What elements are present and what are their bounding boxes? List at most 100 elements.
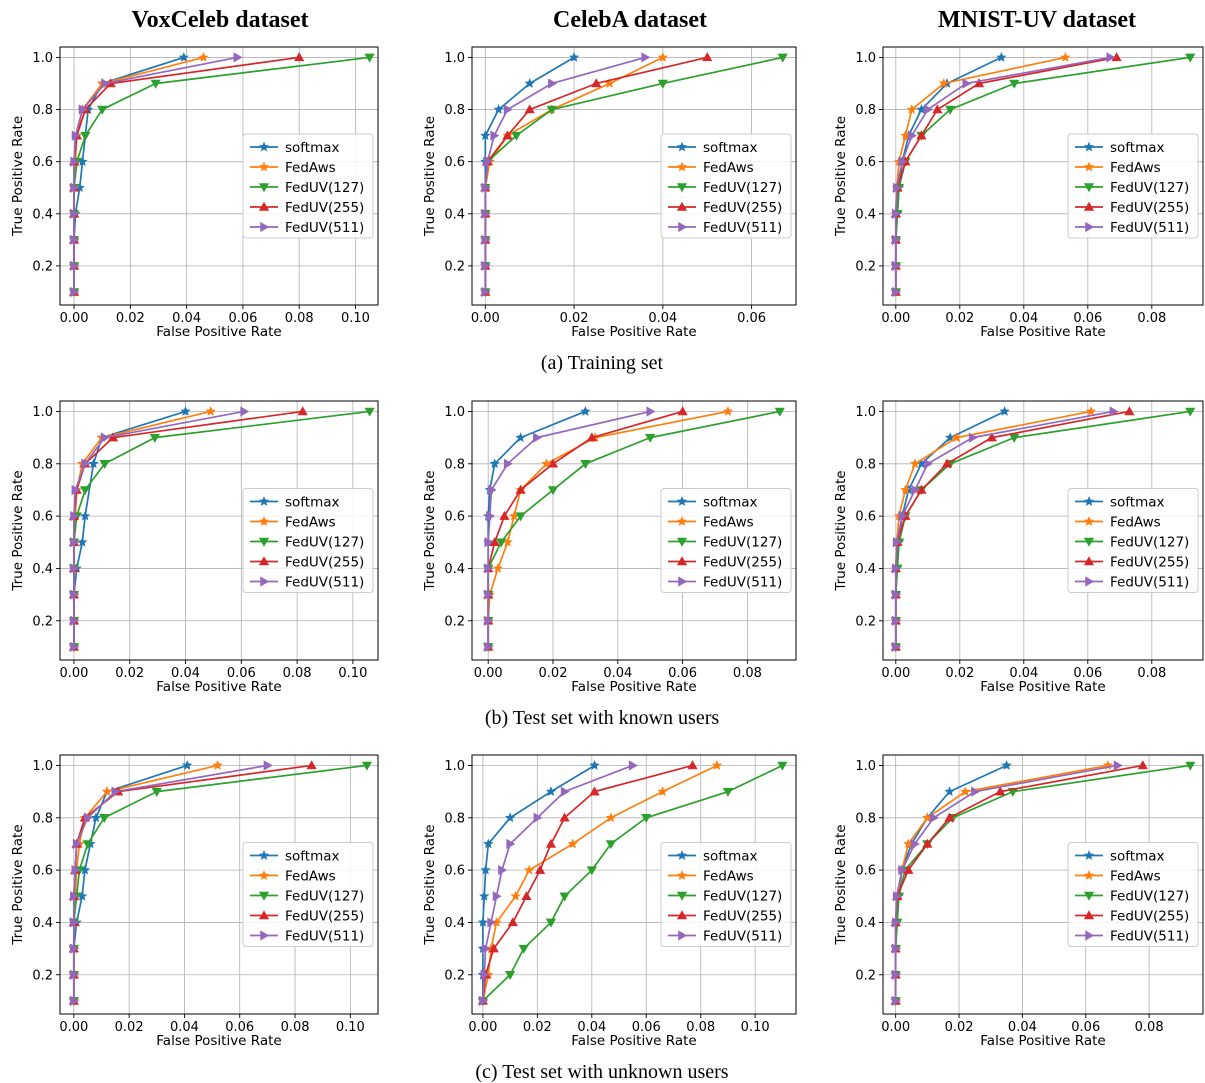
data-point-feduv511 [70, 208, 80, 219]
data-point-feduv127 [547, 486, 559, 496]
legend-label-fedaws: FedAws [285, 869, 336, 885]
data-point-feduv255 [995, 786, 1006, 796]
data-point-feduv511 [646, 406, 656, 417]
data-point-softmax [996, 52, 1007, 62]
x-tick-label: 0.02 [115, 666, 144, 681]
legend: softmax FedAws FedUV(127) FedUV(255) FedUV(5… [242, 133, 374, 239]
data-point-feduv255 [488, 943, 499, 953]
data-point-feduv127 [364, 407, 375, 417]
data-point-feduv127 [546, 105, 558, 115]
data-point-feduv511 [484, 563, 494, 574]
data-point-feduv511 [111, 786, 121, 797]
data-point-feduv511 [891, 969, 901, 980]
data-point-feduv511 [480, 969, 490, 980]
x-tick-label: 0.06 [228, 311, 257, 326]
legend-marker-feduv127 [1083, 537, 1095, 547]
data-point-feduv511 [548, 78, 558, 89]
y-tick-label: 0.6 [855, 155, 876, 170]
legend-marker-fedaws [1083, 870, 1095, 880]
legend: softmax FedAws FedUV(127) FedUV(255) FedUV(5… [242, 842, 374, 947]
x-tick-label: 0.06 [225, 1020, 254, 1035]
data-point-fedaws [524, 864, 535, 875]
data-point-feduv255 [297, 406, 308, 416]
x-tick-label: 0.08 [1137, 666, 1166, 681]
x-tick-label: 0.02 [560, 311, 589, 326]
data-point-feduv255 [515, 484, 526, 494]
data-point-feduv127 [645, 433, 656, 443]
y-tick-label: 0.4 [32, 916, 53, 931]
plot-frame [59, 400, 379, 661]
legend-marker-fedaws [1083, 161, 1095, 172]
legend-label-softmax: softmax [1110, 140, 1165, 156]
x-tick-label: 0.10 [336, 1020, 365, 1035]
data-point-feduv511 [484, 641, 494, 653]
data-point-fedaws [938, 78, 949, 88]
legend-box [242, 133, 374, 239]
data-point-feduv127 [80, 131, 91, 141]
data-point-feduv127 [82, 840, 93, 850]
series-line-feduv255 [487, 410, 683, 647]
legend: softmax FedAws FedUV(127) FedUV(255) FedUV(5… [1067, 842, 1199, 947]
x-axis-label: False Positive Rate [571, 679, 696, 695]
legend-label-feduv127: FedUV(127) [703, 180, 782, 196]
y-tick-label: 1.0 [855, 759, 876, 774]
legend-marker-softmax [1083, 496, 1095, 506]
data-point-feduv127 [1185, 407, 1196, 417]
data-point-feduv255 [1137, 760, 1148, 770]
legend-label-fedaws: FedAws [285, 515, 336, 531]
y-tick-label: 0.4 [855, 916, 876, 931]
series-line-feduv511 [484, 56, 646, 292]
y-tick-label: 0.8 [444, 457, 465, 472]
y-tick-label: 0.6 [32, 864, 53, 879]
data-point-feduv511 [892, 208, 902, 219]
data-point-fedaws [567, 838, 578, 849]
chart-panel-8: 0.00 0.02 0.04 0.06 0.08 0.10 0.2 0.4 0.6 0.8 1.0 F… [422, 754, 797, 1049]
x-tick-label: 0.02 [945, 1020, 974, 1035]
legend-label-feduv127: FedUV(127) [1110, 535, 1189, 551]
data-point-feduv511 [70, 615, 80, 626]
data-point-feduv511 [70, 563, 80, 574]
data-point-feduv511 [971, 786, 981, 797]
x-tick-label: 0.08 [733, 666, 762, 681]
data-point-softmax [178, 52, 189, 62]
data-point-feduv511 [891, 917, 901, 928]
legend-marker-feduv511 [260, 221, 270, 233]
series-line-softmax [484, 56, 575, 292]
column-title-mnist-uv: MNIST-UV dataset [938, 7, 1136, 33]
data-point-feduv511 [484, 537, 494, 548]
data-point-feduv127 [605, 840, 616, 850]
data-point-feduv511 [72, 838, 82, 850]
legend-marker-feduv127 [676, 891, 688, 901]
legend-marker-feduv127 [676, 183, 688, 193]
legend-marker-feduv511 [678, 221, 688, 233]
data-point-feduv511 [481, 260, 491, 272]
series-line-softmax [894, 56, 1002, 292]
legend-marker-fedaws [676, 161, 688, 172]
data-point-feduv511 [492, 891, 502, 902]
legend-marker-softmax [1083, 141, 1095, 152]
x-tick-label: 0.00 [471, 311, 500, 326]
x-axis-label: False Positive Rate [571, 1033, 696, 1049]
legend-marker-feduv511 [260, 930, 270, 941]
y-tick-label: 0.4 [32, 562, 53, 577]
data-point-feduv127 [945, 105, 956, 115]
legend-box [1067, 488, 1199, 593]
data-point-feduv255 [306, 760, 317, 770]
data-point-softmax [77, 536, 88, 547]
data-point-feduv255 [687, 760, 698, 770]
legend: softmax FedAws FedUV(127) FedUV(255) FedUV(5… [1067, 488, 1199, 593]
x-tick-label: 0.10 [741, 1020, 770, 1035]
data-point-feduv511 [898, 864, 908, 876]
legend-label-softmax: softmax [1110, 495, 1165, 511]
y-axis-label: True Positive Rate [10, 824, 26, 945]
chart-panel-3: 0.00 0.02 0.04 0.06 0.08 0.2 0.4 0.6 0.8 1.0 False… [833, 46, 1204, 340]
legend-box [660, 842, 792, 947]
x-tick-label: 0.00 [474, 666, 503, 681]
series-line-softmax [487, 410, 586, 647]
legend-marker-softmax [676, 850, 688, 860]
data-point-feduv511 [70, 234, 80, 245]
data-point-feduv127 [722, 787, 734, 797]
legend-marker-feduv127 [258, 183, 270, 193]
data-point-feduv511 [71, 864, 81, 876]
data-point-feduv511 [70, 537, 80, 548]
